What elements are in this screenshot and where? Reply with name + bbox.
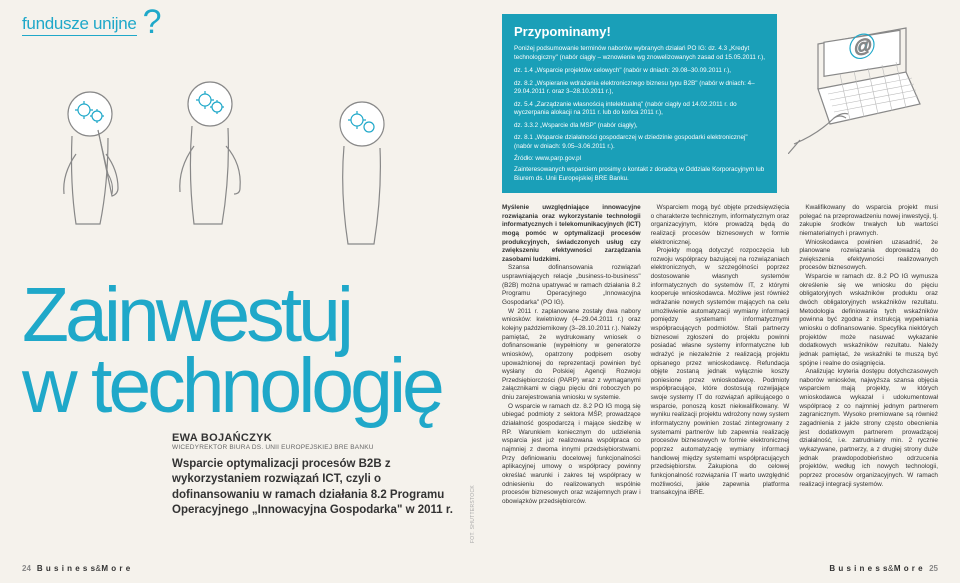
folio-num-right: 25 [929,564,938,573]
reminder-sub: Poniżej podsumowanie terminów naborów wy… [514,45,765,62]
reminder-box: Przypominamy! Poniżej podsumowanie termi… [502,14,777,193]
reminder-contact: Zainteresowanych wsparciem prosimy o kon… [514,166,765,183]
reminder-title: Przypominamy! [514,24,765,39]
left-page: fundusze unijne ? [0,0,480,583]
thinker-illustration [22,44,458,276]
folio-brand-left: B u s i n e s s&M o r e [37,564,131,573]
right-page: Przypominamy! Poniżej podsumowanie termi… [480,0,960,583]
body-p10: Analizując kryteria dostępu dotychczasow… [799,368,938,489]
body-columns: Myślenie uwzględniające innowacyjne rozw… [502,204,938,555]
laptop-illustration: @ [788,14,938,154]
section-tag-text: fundusze unijne [22,14,137,36]
author-block: EWA BOJAŃCZYK WICEDYREKTOR BIURA DS. UNI… [172,432,458,519]
photo-credit: FOT. SHUTTERSTOCK [470,485,476,543]
hook-glyph: ? [143,11,162,35]
body-p1-text: Myślenie uwzględniające innowacyjne rozw… [502,204,641,263]
body-p4: O wsparcie w ramach dz. 8.2 PO IG mogą s… [502,403,641,507]
section-tag: fundusze unijne ? [22,14,162,36]
reminder-item-1: dz. 8.2 „Wspieranie wdrażania elektronic… [514,80,765,97]
body-p2: Szansa dofinansowania rozwiązań usprawni… [502,264,641,307]
body-p8: Wnioskodawca powinien uzasadnić, że plan… [799,239,938,274]
reminder-source: Źródło: www.parp.gov.pl [514,155,765,162]
folio-num-left: 24 [22,564,31,573]
svg-text:@: @ [854,35,872,58]
headline-text: Zainwestuj w technologię [22,280,458,422]
body-p7: Kwalifikowany do wsparcia projekt musi p… [799,204,938,239]
body-p6: Projekty mogą dotyczyć rozpoczęcia lub r… [651,247,790,498]
body-p9: Wsparcie w ramach dz. 8.2 PO IG wymusza … [799,273,938,368]
spread: fundusze unijne ? [0,0,960,583]
dek: Wsparcie optymalizacji procesów B2B z wy… [172,457,458,519]
reminder-item-4: dz. 8.1 „Wsparcie działalności gospodarc… [514,134,765,151]
reminder-item-2: dz. 5.4 „Zarządzanie własnością intelekt… [514,101,765,118]
author-name: EWA BOJAŃCZYK [172,432,458,444]
author-title: WICEDYREKTOR BIURA DS. UNII EUROPEJSKIEJ… [172,444,458,451]
body-p1: Myślenie uwzględniające innowacyjne rozw… [502,204,641,264]
reminder-item-0: dz. 1.4 „Wsparcie projektów celowych" (n… [514,67,765,76]
headline-block: Zainwestuj w technologię EWA BOJAŃCZYK W… [22,280,458,519]
reminder-item-3: dz. 3.3.2 „Wsparcie dla MSP" (nabór ciąg… [514,122,765,131]
folio-right: 25 B u s i n e s s&M o r e [829,564,938,573]
folio-brand-right: B u s i n e s s&M o r e [829,564,923,573]
body-p3: W 2011 r. zaplanowane zostały dwa nabory… [502,308,641,403]
headline-span: Zainwestuj w technologię [22,272,441,429]
body-p5: Wsparciem mogą być objęte przedsięwzięci… [651,204,790,247]
folio-left: 24 B u s i n e s s&M o r e [22,564,131,573]
